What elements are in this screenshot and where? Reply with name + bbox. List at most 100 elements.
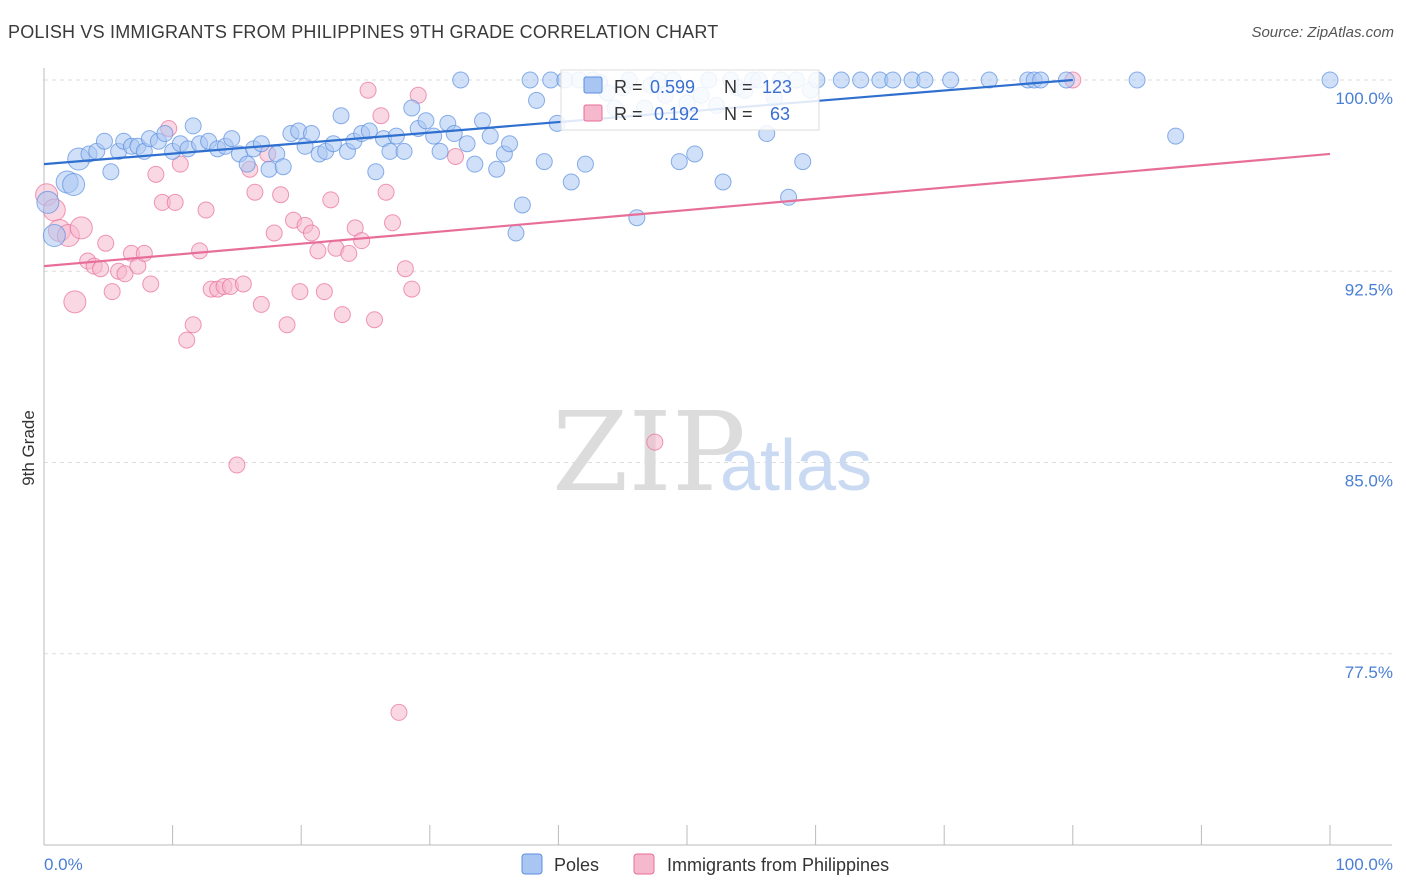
poles-point-30 (260, 160, 278, 178)
philippines-point-60 (447, 148, 465, 165)
x-tick-label-1: 100.0% (1335, 855, 1393, 874)
philippines-point-45 (322, 191, 340, 209)
philippines-point-42 (302, 224, 320, 242)
y-tick-label-3: 100.0% (1335, 89, 1393, 108)
bottom-legend: Poles Immigrants from Philippines (521, 853, 889, 875)
philippines-point-37 (272, 186, 290, 204)
philippines-point-50 (353, 232, 371, 250)
poles-point-82 (628, 209, 646, 227)
philippines-point-21 (171, 155, 189, 173)
poles-point-3 (62, 173, 86, 197)
poles-point-90 (686, 145, 704, 163)
poles-point-7 (95, 132, 113, 150)
poles-point-56 (445, 125, 463, 143)
poles-point-69 (535, 153, 553, 171)
stats-legend-box: R = 0.599 N = 123 R = 0.192 N = 63 (560, 69, 820, 131)
philippines-point-8 (92, 260, 110, 278)
poles-trend-line (43, 78, 1073, 166)
philippines-point-25 (197, 201, 215, 219)
stats-box-frame (560, 69, 820, 131)
philippines-r-label: R = (614, 104, 643, 124)
poles-point-52 (417, 112, 435, 130)
legend-philippines-label: Immigrants from Philippines (667, 855, 889, 875)
philippines-n-label: N = (724, 104, 753, 124)
poles-point-103 (780, 188, 798, 206)
poles-point-111 (884, 71, 902, 89)
philippines-point-33 (246, 183, 264, 201)
philippines-point-30 (228, 456, 246, 474)
philippines-point-22 (178, 331, 196, 349)
philippines-trend-line (43, 152, 1331, 268)
x-tick-labels: 0.0% 100.0% (44, 855, 1393, 874)
poles-point-32 (274, 158, 292, 176)
legend-poles-swatch (521, 853, 543, 875)
poles-point-115 (980, 71, 998, 89)
poles-point-20 (184, 117, 202, 135)
poles-point-45 (367, 163, 385, 181)
poles-point-57 (452, 71, 470, 89)
poles-n-value: 123 (762, 77, 792, 97)
y-axis-label: 9th Grade (19, 410, 38, 486)
poles-point-39 (324, 135, 342, 153)
philippines-point-57 (396, 260, 414, 278)
poles-swatch (583, 76, 603, 94)
poles-point-1 (42, 224, 66, 248)
poles-point-105 (794, 153, 812, 171)
poles-point-54 (431, 142, 449, 160)
poles-point-121 (1167, 127, 1185, 145)
philippines-point-34 (252, 295, 270, 313)
source-credit: Source: ZipAtlas.com (1251, 24, 1394, 41)
philippines-point-16 (142, 275, 160, 293)
philippines-point-31 (234, 275, 252, 293)
poles-point-61 (481, 127, 499, 145)
philippines-point-38 (278, 316, 296, 334)
y-tick-label-0: 77.5% (1345, 663, 1393, 682)
philippines-point-47 (333, 306, 351, 324)
philippines-point-5 (69, 216, 93, 240)
poles-n-label: N = (724, 77, 753, 97)
poles-point-120 (1128, 71, 1146, 89)
poles-point-118 (1032, 71, 1050, 89)
philippines-point-24 (191, 242, 209, 260)
philippines-point-12 (116, 265, 134, 283)
philippines-r-value: 0.192 (654, 104, 699, 124)
philippines-point-17 (147, 165, 165, 183)
philippines-point-43 (309, 242, 327, 260)
poles-point-25 (223, 130, 241, 148)
watermark-zip: ZIP (552, 388, 746, 516)
poles-point-50 (403, 99, 421, 117)
poles-point-108 (832, 71, 850, 89)
poles-point-68 (528, 91, 546, 109)
watermark-atlas: atlas (720, 426, 872, 506)
legend-poles-label: Poles (554, 855, 599, 875)
poles-point-16 (156, 125, 174, 143)
poles-point-67 (521, 71, 539, 89)
poles-r-value: 0.599 (650, 77, 695, 97)
watermark: ZIP atlas (552, 388, 872, 516)
poles-point-8 (102, 163, 120, 181)
y-tick-labels: 77.5% 85.0% 92.5% 100.0% (1335, 89, 1393, 682)
philippines-point-48 (340, 244, 358, 262)
poles-point-64 (501, 135, 519, 153)
poles-point-70 (542, 71, 560, 89)
poles-point-59 (466, 155, 484, 173)
poles-point-88 (670, 153, 688, 171)
poles-point-66 (513, 196, 531, 214)
philippines-point-58 (403, 280, 421, 298)
poles-point-29 (252, 135, 270, 153)
legend-philippines-swatch (633, 853, 655, 875)
poles-point-40 (332, 107, 350, 125)
philippines-point-10 (103, 283, 121, 301)
poles-point-73 (562, 173, 580, 191)
poles-point-65 (507, 224, 525, 242)
poles-point-36 (302, 125, 320, 143)
philippines-point-51 (359, 81, 377, 99)
poles-point-75 (576, 155, 594, 173)
philippines-point-56 (390, 703, 408, 721)
philippines-point-54 (377, 183, 395, 201)
philippines-n-value: 63 (770, 104, 790, 124)
poles-point-27 (238, 155, 256, 173)
poles-point-47 (381, 142, 399, 160)
poles-point-60 (474, 112, 492, 130)
